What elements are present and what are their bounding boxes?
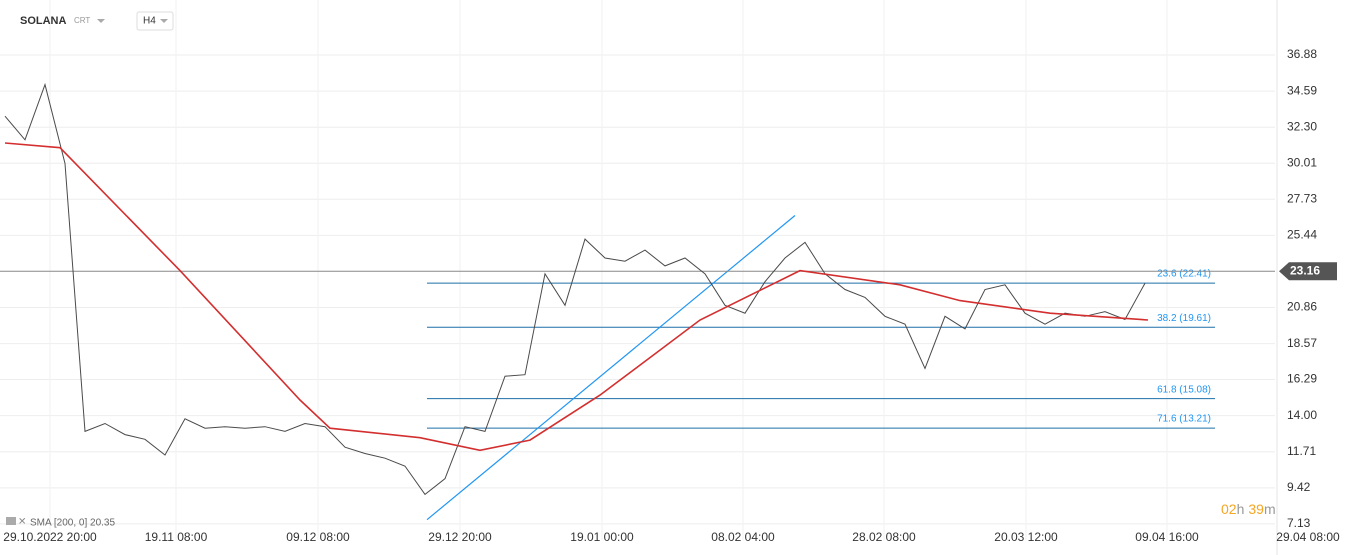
x-tick-label: 28.02 08:00: [852, 530, 916, 544]
indicator-label: SMA [200, 0] 20.35: [30, 518, 115, 529]
price-tag: [1279, 262, 1337, 281]
x-tick-label: 19.01 00:00: [570, 530, 634, 544]
current-price-label: 23.16: [1290, 263, 1320, 277]
x-tick-label: 29.04 08:00: [1276, 530, 1340, 544]
indicator-icon[interactable]: [6, 517, 16, 525]
price-line: [4, 82, 1146, 496]
source[interactable]: CRT: [74, 16, 90, 25]
timer-unit: h: [1237, 501, 1245, 517]
y-tick-label: 36.88: [1287, 47, 1317, 61]
close-icon[interactable]: ✕: [18, 517, 26, 528]
x-tick-label: 09.12 08:00: [286, 530, 350, 544]
x-tick-label: 29.10.2022 20:00: [3, 530, 97, 544]
timer-unit: m: [1264, 501, 1276, 517]
y-tick-label: 9.42: [1287, 480, 1311, 494]
x-tick-label: 08.02 04:00: [711, 530, 775, 544]
sma-line: [4, 142, 1149, 452]
y-tick-label: 14.00: [1287, 408, 1317, 422]
y-tick-label: 25.44: [1287, 227, 1317, 241]
fib-label: 23.6 (22.41): [1157, 269, 1211, 280]
fib-label: 71.6 (13.21): [1157, 414, 1211, 425]
y-tick-label: 30.01: [1287, 155, 1317, 169]
y-tick-label: 16.29: [1287, 372, 1317, 386]
y-tick-label: 18.57: [1287, 336, 1317, 350]
timer-hours: 02: [1221, 501, 1237, 517]
dropdown-arrow: [160, 19, 168, 23]
fib-label: 61.8 (15.08): [1157, 384, 1211, 395]
y-tick-label: 20.86: [1287, 300, 1317, 314]
y-tick-label: 34.59: [1287, 83, 1317, 97]
timer-minutes: 39: [1248, 501, 1264, 517]
symbol[interactable]: SOLANA: [20, 15, 67, 27]
x-tick-label: 29.12 20:00: [428, 530, 492, 544]
y-tick-label: 7.13: [1287, 516, 1311, 530]
y-tick-label: 27.73: [1287, 191, 1317, 205]
y-tick-label: 11.71: [1287, 444, 1316, 458]
timer: 02h 39m: [1221, 501, 1276, 517]
x-tick-label: 20.03 12:00: [994, 530, 1058, 544]
interval[interactable]: H4: [143, 16, 156, 27]
x-tick-label: 09.04 16:00: [1135, 530, 1199, 544]
interval-button[interactable]: [136, 11, 174, 31]
dropdown-arrow: [97, 19, 105, 23]
x-tick-label: 19.11 08:00: [145, 530, 208, 544]
fib-label: 38.2 (19.61): [1157, 313, 1211, 324]
y-tick-label: 32.30: [1287, 119, 1317, 133]
trendline: [426, 215, 796, 521]
